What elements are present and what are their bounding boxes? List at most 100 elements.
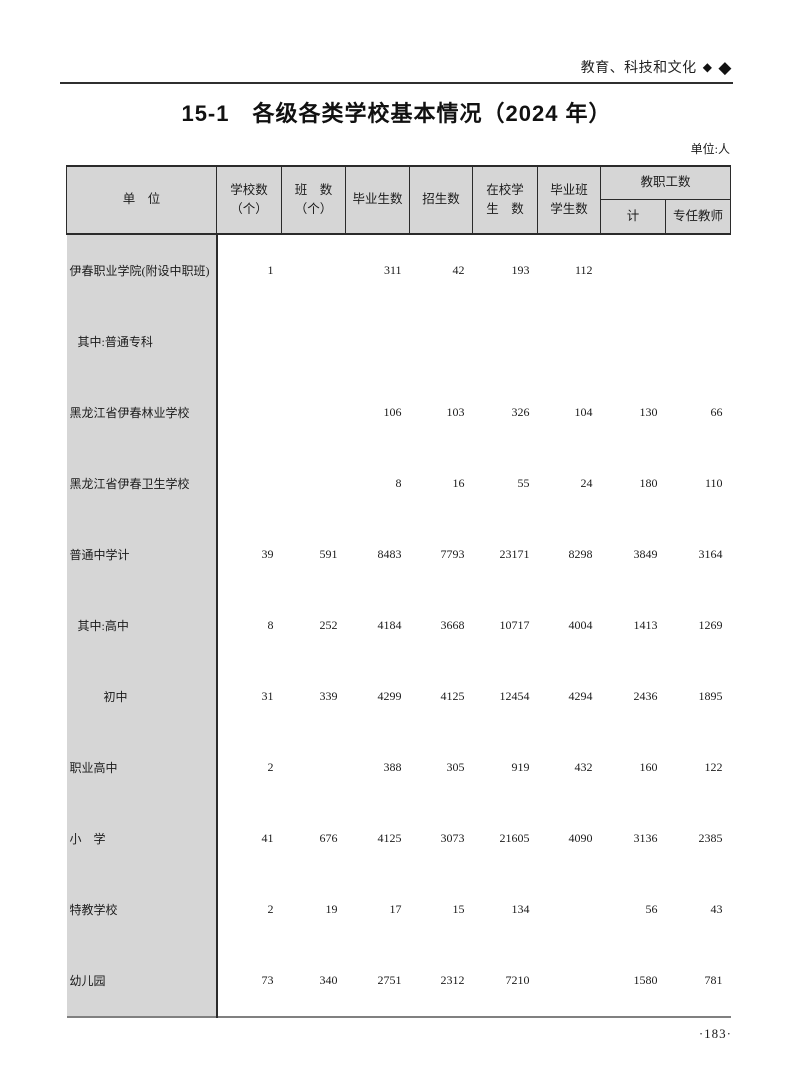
data-cell: 3849 xyxy=(633,547,658,561)
table-header: 单 位 学校数 （个） 班 数 （个） 毕业生数 招生数 在校学 生 数 毕业班… xyxy=(66,165,732,235)
data-cell: 106 xyxy=(383,405,402,419)
row-label: 黑龙江省伊春卫生学校 xyxy=(66,448,218,519)
table-title: 15-1 各级各类学校基本情况（2024 年） xyxy=(181,101,612,126)
row-label: 其中:普通专科 xyxy=(66,306,218,377)
table-row: 其中:普通专科 xyxy=(66,306,731,377)
data-cell: 4125 xyxy=(440,689,465,703)
data-cell: 112 xyxy=(574,263,593,277)
data-cell: 24 xyxy=(580,476,593,490)
data-cell: 104 xyxy=(574,405,593,419)
section-header-text: 教育、科技和文化 xyxy=(580,59,697,75)
data-cell: 591 xyxy=(319,547,338,561)
data-cell: 122 xyxy=(704,760,723,774)
data-cell: 4184 xyxy=(377,618,402,632)
table-row: 黑龙江省伊春卫生学校 8 16 55 24 180 110 xyxy=(66,448,731,519)
data-cell: 339 xyxy=(319,689,338,703)
data-cell: 19 xyxy=(325,902,338,916)
data-cell: 4090 xyxy=(568,831,593,845)
data-cell: 1895 xyxy=(698,689,723,703)
data-cell: 23171 xyxy=(499,547,530,561)
data-cell: 3668 xyxy=(440,618,465,632)
data-cell: 4294 xyxy=(568,689,593,703)
row-label: 伊春职业学院(附设中职班) xyxy=(66,234,218,306)
table-row: 黑龙江省伊春林业学校 106 103 326 104 130 66 xyxy=(66,377,731,448)
unit-note: 单位:人 xyxy=(690,142,730,156)
row-label: 普通中学计 xyxy=(66,519,218,590)
data-cell: 1413 xyxy=(633,618,658,632)
data-cell: 2 xyxy=(267,760,274,774)
data-cell: 31 xyxy=(261,689,274,703)
data-cell: 4125 xyxy=(377,831,402,845)
data-cell: 16 xyxy=(452,476,465,490)
data-cell: 43 xyxy=(710,902,723,916)
data-cell: 311 xyxy=(383,263,402,277)
data-cell: 8 xyxy=(267,618,274,632)
table-row: 伊春职业学院(附设中职班) 1 311 42 193 112 xyxy=(66,234,731,306)
data-cell xyxy=(217,377,282,448)
data-cell: 340 xyxy=(319,973,338,987)
data-cell: 4299 xyxy=(377,689,402,703)
data-cell: 42 xyxy=(452,263,465,277)
data-cell: 3073 xyxy=(440,831,465,845)
row-label: 小 学 xyxy=(66,803,218,874)
header-staff-group: 教职工数 xyxy=(599,165,732,200)
data-cell: 103 xyxy=(446,405,465,419)
page-number: ·183· xyxy=(698,1026,732,1041)
data-cell: 2385 xyxy=(698,831,723,845)
data-cell: 160 xyxy=(639,760,658,774)
data-cell: 432 xyxy=(574,760,593,774)
data-cell: 2312 xyxy=(440,973,465,987)
data-cell: 73 xyxy=(261,973,274,987)
header-staff-total: 计 xyxy=(600,199,666,235)
data-cell xyxy=(282,448,346,519)
data-cell xyxy=(410,306,473,377)
data-cell xyxy=(666,234,731,306)
data-cell: 10717 xyxy=(499,618,530,632)
row-label: 职业高中 xyxy=(66,732,218,803)
data-cell: 39 xyxy=(261,547,274,561)
header-rule-divider xyxy=(60,82,733,84)
data-cell: 1 xyxy=(267,263,274,277)
data-cell xyxy=(538,945,601,1017)
data-cell: 66 xyxy=(710,405,723,419)
data-cell: 130 xyxy=(639,405,658,419)
data-cell: 41 xyxy=(261,831,274,845)
table-row: 普通中学计 39 591 8483 7793 23171 8298 3849 3164 xyxy=(66,519,731,590)
data-cell: 2436 xyxy=(633,689,658,703)
data-cell: 326 xyxy=(511,405,530,419)
table-body: 伊春职业学院(附设中职班) 1 311 42 193 112 其中:普通专科 黑龙江省伊春林业… xyxy=(66,234,731,1017)
header-enrolled: 在校学 生 数 xyxy=(472,165,538,235)
data-cell: 55 xyxy=(517,476,530,490)
data-cell: 134 xyxy=(511,902,530,916)
table-row: 初中 31 339 4299 4125 12454 4294 2436 1895 xyxy=(66,661,731,732)
data-cell xyxy=(282,234,346,306)
header-full-time-teachers: 专任教师 xyxy=(664,199,732,235)
data-cell xyxy=(601,234,666,306)
table-row: 幼儿园 73 340 2751 2312 7210 1580 781 xyxy=(66,945,731,1017)
data-cell: 17 xyxy=(389,902,402,916)
header-graduates: 毕业生数 xyxy=(345,165,410,235)
data-cell xyxy=(282,306,346,377)
header-entrants: 招生数 xyxy=(409,165,473,235)
row-label: 初中 xyxy=(66,661,218,732)
statistics-table: 单 位 学校数 （个） 班 数 （个） 毕业生数 招生数 在校学 生 数 毕业班… xyxy=(66,165,732,1018)
data-cell: 3164 xyxy=(698,547,723,561)
data-cell: 388 xyxy=(383,760,402,774)
data-cell: 781 xyxy=(704,973,723,987)
data-cell xyxy=(217,448,282,519)
data-cell: 8 xyxy=(395,476,402,490)
data-cell: 3136 xyxy=(633,831,658,845)
data-cell: 252 xyxy=(319,618,338,632)
data-cell: 8298 xyxy=(568,547,593,561)
row-label: 黑龙江省伊春林业学校 xyxy=(66,377,218,448)
data-cell: 180 xyxy=(639,476,658,490)
data-cell: 7793 xyxy=(440,547,465,561)
section-band: 教育、科技和文化 ◆ ◆ xyxy=(581,57,732,77)
data-cell: 2 xyxy=(267,902,274,916)
data-cell: 193 xyxy=(511,263,530,277)
data-cell: 7210 xyxy=(505,973,530,987)
header-school-count: 学校数 （个） xyxy=(216,165,282,235)
row-label: 特教学校 xyxy=(66,874,218,945)
data-cell: 56 xyxy=(645,902,658,916)
row-label: 幼儿园 xyxy=(66,945,218,1017)
